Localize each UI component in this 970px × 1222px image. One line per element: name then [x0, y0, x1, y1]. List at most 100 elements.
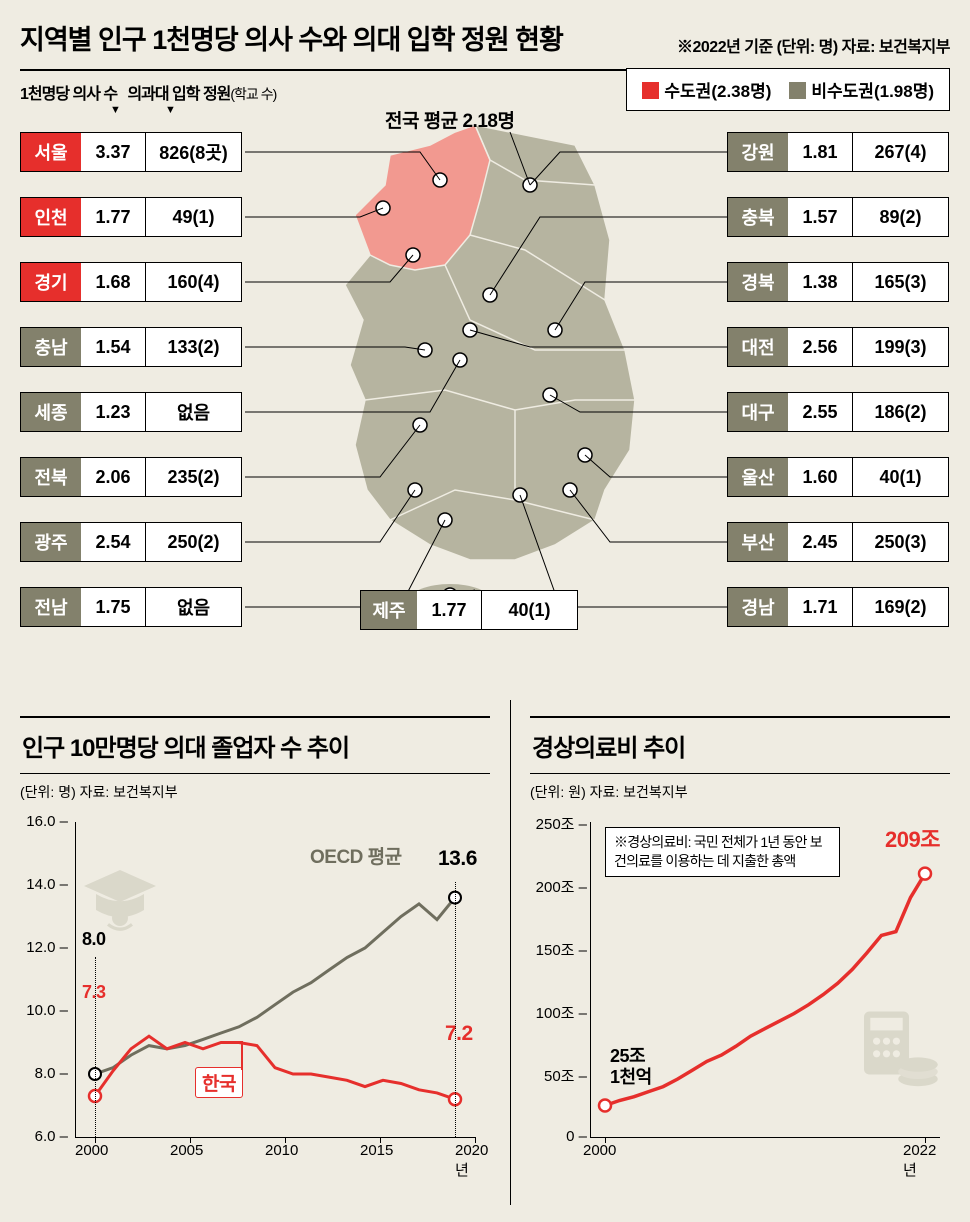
region-box: 충북1.5789(2): [727, 197, 949, 237]
region-name: 전북: [21, 458, 81, 496]
cost-chart-title: 경상의료비 추이: [530, 716, 950, 774]
y-tick-label: 250조 –: [532, 813, 587, 834]
region-name: 대구: [728, 393, 788, 431]
bottom-panels: 인구 10만명당 의대 졸업자 수 추이 (단위: 명) 자료: 보건복지부 1…: [0, 700, 970, 1220]
oecd-start: 8.0: [82, 929, 106, 950]
y-tick-label: 0 –: [532, 1128, 587, 1145]
region-box: 울산1.6040(1): [727, 457, 949, 497]
y-tick-label: 8.0 –: [20, 1065, 68, 1082]
legend-swatch-nonmetro: [789, 82, 806, 99]
dotted-line: [455, 882, 456, 1137]
region-box: 인천1.7749(1): [20, 197, 242, 237]
grad-chart: 16.0 –14.0 –12.0 –10.0 –8.0 –6.0 – 20002…: [20, 807, 490, 1167]
x-axis: [75, 1137, 475, 1138]
region-name: 경기: [21, 263, 81, 301]
region-box: 경기1.68160(4): [20, 262, 242, 302]
y-tick-label: 100조 –: [532, 1002, 587, 1023]
source-label: ※2022년 기준 (단위: 명) 자료: 보건복지부: [677, 33, 950, 57]
region-doctors: 1.75: [81, 588, 146, 626]
col2-paren: (학교 수): [230, 86, 276, 102]
kor-start: 7.3: [82, 982, 106, 1003]
header: 지역별 인구 1천명당 의사 수와 의대 입학 정원 현황 ※2022년 기준 …: [0, 0, 970, 61]
dotted-line: [95, 957, 96, 1137]
y-tick-label: 50조 –: [532, 1065, 587, 1086]
national-avg: 전국 평균 2.18명: [385, 106, 514, 133]
region-doctors: 2.56: [788, 328, 853, 366]
region-box: 전남1.75없음: [20, 587, 242, 627]
y-tick-label: 150조 –: [532, 939, 587, 960]
region-doctors: 1.57: [788, 198, 853, 236]
grad-chart-panel: 인구 10만명당 의대 졸업자 수 추이 (단위: 명) 자료: 보건복지부 1…: [0, 700, 510, 1220]
x-tick-label: 2000: [583, 1142, 616, 1159]
x-axis: [590, 1137, 940, 1138]
region-box: 부산2.45250(3): [727, 522, 949, 562]
region-quota: 169(2): [853, 588, 948, 626]
col1-label: 1천명당 의사 수: [20, 86, 117, 103]
region-name: 충북: [728, 198, 788, 236]
x-tick-label: 2000: [75, 1142, 108, 1159]
triangle-icon: ▼: [110, 104, 120, 116]
grad-line-chart: [75, 822, 475, 1137]
region-name: 부산: [728, 523, 788, 561]
region-box: 세종1.23없음: [20, 392, 242, 432]
region-quota: 160(4): [146, 263, 241, 301]
region-quota: 826(8곳): [146, 133, 241, 171]
region-name: 울산: [728, 458, 788, 496]
region-quota: 없음: [146, 588, 241, 626]
region-doctors: 2.54: [81, 523, 146, 561]
region-quota: 49(1): [146, 198, 241, 236]
region-name: 제주: [361, 591, 417, 629]
y-tick-label: 12.0 –: [20, 939, 68, 956]
region-name: 세종: [21, 393, 81, 431]
region-doctors: 2.45: [788, 523, 853, 561]
region-name: 서울: [21, 133, 81, 171]
region-doctors: 1.60: [788, 458, 853, 496]
region-name: 경남: [728, 588, 788, 626]
region-box: 광주2.54250(2): [20, 522, 242, 562]
col2-label: 의과대 입학 정원: [127, 86, 230, 103]
region-box: 경남1.71169(2): [727, 587, 949, 627]
oecd-end: 13.6: [438, 847, 477, 871]
cost-chart-panel: 경상의료비 추이 (단위: 원) 자료: 보건복지부 250조 –200조 –1…: [510, 700, 970, 1220]
korea-map: [295, 90, 690, 630]
region-name: 충남: [21, 328, 81, 366]
region-name: 대전: [728, 328, 788, 366]
grad-chart-sub: (단위: 명) 자료: 보건복지부: [20, 782, 490, 802]
region-quota: 199(3): [853, 328, 948, 366]
x-tick-label: 2020년: [455, 1142, 490, 1180]
region-name: 전남: [21, 588, 81, 626]
x-tick-label: 2010: [265, 1142, 298, 1159]
region-box: 대구2.55186(2): [727, 392, 949, 432]
region-quota: 186(2): [853, 393, 948, 431]
region-box: 경북1.38165(3): [727, 262, 949, 302]
region-box: 강원1.81267(4): [727, 132, 949, 172]
callout-arrow: [230, 1032, 260, 1072]
cost-end: 209조: [885, 822, 940, 854]
region-quota: 89(2): [853, 198, 948, 236]
region-quota: 40(1): [482, 591, 577, 629]
legend-nonmetro: 비수도권(1.98명): [789, 77, 934, 102]
region-box: 대전2.56199(3): [727, 327, 949, 367]
region-quota: 165(3): [853, 263, 948, 301]
main-title: 지역별 인구 1천명당 의사 수와 의대 입학 정원 현황: [20, 18, 563, 57]
x-tick-label: 2005: [170, 1142, 203, 1159]
grad-chart-title: 인구 10만명당 의대 졸업자 수 추이: [20, 716, 490, 774]
region-doctors: 1.81: [788, 133, 853, 171]
region-doctors: 1.38: [788, 263, 853, 301]
region-name: 강원: [728, 133, 788, 171]
region-doctors: 3.37: [81, 133, 146, 171]
y-tick-label: 14.0 –: [20, 876, 68, 893]
region-box: 서울3.37826(8곳): [20, 132, 242, 172]
y-tick-label: 200조 –: [532, 876, 587, 897]
region-quota: 267(4): [853, 133, 948, 171]
cost-start2: 1천억: [610, 1063, 652, 1089]
region-quota: 250(2): [146, 523, 241, 561]
region-name: 인천: [21, 198, 81, 236]
region-box-jeju: 제주 1.77 40(1): [360, 590, 578, 630]
oecd-label: OECD 평균: [310, 842, 402, 869]
region-box: 충남1.54133(2): [20, 327, 242, 367]
region-box: 전북2.06235(2): [20, 457, 242, 497]
region-quota: 133(2): [146, 328, 241, 366]
cost-chart: 250조 –200조 –150조 –100조 –50조 –0 – 2000202…: [530, 807, 950, 1167]
triangle-icon: ▼: [165, 104, 175, 116]
